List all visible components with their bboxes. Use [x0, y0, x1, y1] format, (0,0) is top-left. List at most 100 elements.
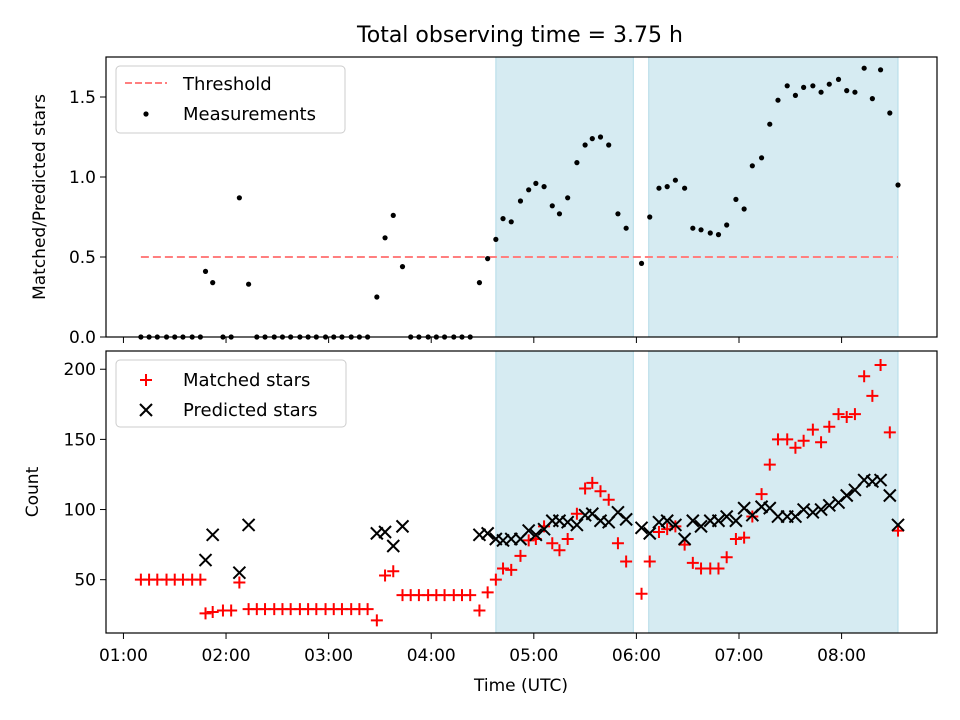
- matched-star-point: [199, 607, 212, 620]
- matched-star-point: [823, 420, 836, 433]
- predicted-star-point: [883, 488, 897, 503]
- y-tick-label: 150: [64, 430, 96, 450]
- predicted-star-point: [241, 518, 256, 532]
- predicted-star-point: [529, 528, 543, 542]
- predicted-star-point: [232, 565, 247, 580]
- measurement-point: [382, 235, 388, 241]
- measurement-point: [246, 281, 252, 287]
- bottom-legend: Matched stars Predicted stars: [115, 359, 347, 428]
- matched-star-point: [586, 476, 599, 489]
- matched-star-point: [206, 605, 219, 618]
- measurement-point: [758, 155, 765, 161]
- matched-star-point: [652, 525, 665, 538]
- matched-star-point: [620, 555, 633, 568]
- measurement-point: [210, 280, 216, 286]
- y-tick-label: 50: [74, 571, 96, 591]
- measurement-point: [374, 294, 380, 300]
- matched-star-point: [570, 507, 583, 520]
- bottom-plot-data: [134, 359, 905, 627]
- predicted-star-point: [643, 526, 657, 541]
- predicted-star-point: [619, 512, 633, 527]
- x-tick-label: 08:00: [817, 646, 866, 666]
- matched-star-point: [514, 549, 527, 562]
- measurement-point: [493, 236, 499, 242]
- measurement-point: [707, 230, 713, 236]
- measurement-point: [485, 256, 491, 262]
- matched-star-point: [832, 408, 845, 421]
- legend-threshold-label: Threshold: [182, 74, 272, 95]
- matched-star-point: [848, 408, 861, 421]
- matched-star-point: [379, 569, 392, 582]
- legend-predicted-label: Predicted stars: [183, 400, 317, 421]
- predicted-star-point: [480, 526, 495, 541]
- measurement-point: [647, 214, 653, 220]
- top-highlight-spans: [495, 56, 899, 338]
- predicted-star-point: [840, 488, 854, 503]
- measurement-point: [589, 136, 595, 142]
- predicted-star-point: [634, 521, 649, 535]
- measurement-point: [792, 92, 799, 98]
- measurement-point: [549, 203, 555, 209]
- measurement-point: [623, 225, 629, 231]
- y-tick-label: 200: [64, 360, 96, 380]
- measurement-point: [715, 232, 722, 238]
- measurement-point: [690, 225, 696, 231]
- top-legend-frame: [115, 65, 346, 134]
- measurement-point: [672, 177, 678, 183]
- matched-star-point: [489, 573, 502, 586]
- matched-star-point: [225, 604, 238, 617]
- predicted-star-point: [873, 473, 888, 487]
- bottom-legend-frame: [115, 359, 347, 428]
- legend-measurements-label: Measurements: [183, 104, 316, 125]
- measurement-point: [861, 65, 867, 71]
- highlight-span: [648, 350, 899, 634]
- matched-star-point: [815, 436, 828, 449]
- predicted-star-point: [660, 514, 674, 528]
- matched-star-point: [678, 538, 691, 551]
- highlight-span: [495, 56, 634, 338]
- predicted-star-point: [711, 514, 726, 528]
- measurement-point: [767, 121, 773, 127]
- predicted-star-point: [729, 514, 743, 528]
- x-tick-label: 03:00: [304, 646, 353, 666]
- matched-star-point: [505, 563, 518, 576]
- matched-star-point: [233, 576, 246, 589]
- matched-star-point: [553, 544, 566, 557]
- matched-star-point: [892, 524, 905, 537]
- measurement-point: [844, 88, 850, 94]
- y-tick-label: 100: [64, 501, 96, 521]
- matched-star-point: [602, 493, 615, 506]
- measurement-point: [615, 211, 621, 217]
- y-tick-label: 0.5: [69, 248, 96, 268]
- measurement-point: [582, 142, 588, 148]
- measurement-point: [508, 219, 514, 225]
- predicted-star-point: [378, 525, 392, 539]
- predicted-star-point: [386, 539, 400, 553]
- measurement-point: [826, 81, 832, 87]
- x-axis-label: Time (UTC): [473, 676, 568, 696]
- matched-star-point: [866, 389, 879, 402]
- measurement-point: [399, 264, 406, 270]
- x-tick-label: 06:00: [612, 646, 661, 666]
- y-tick-label: 1.5: [69, 88, 96, 108]
- top-y-axis-label: Matched/Predicted stars: [30, 94, 50, 300]
- matched-star-point: [840, 410, 853, 423]
- measurement-point: [749, 163, 755, 169]
- measurement-point: [476, 280, 483, 286]
- predicted-star-point: [560, 515, 575, 529]
- bottom-axes-ticks: 50 100 150 200 01:00 02:00 03:00 04:00 05:00 06:0…: [64, 360, 867, 666]
- x-tick-label: 04:00: [407, 646, 456, 666]
- matched-star-point: [643, 555, 656, 568]
- matched-star-point: [635, 587, 648, 600]
- matched-star-point: [858, 370, 871, 383]
- x-tick-label: 02:00: [202, 646, 251, 666]
- matched-star-point: [874, 359, 887, 372]
- measurement-point: [500, 216, 506, 222]
- matched-star-point: [481, 586, 494, 599]
- predicted-star-point: [570, 518, 584, 532]
- matched-star-point: [194, 573, 207, 586]
- top-panel: 0.0 0.5 1.0 1.5 Matched/Predicted stars Thr…: [30, 56, 938, 348]
- top-axes-ticks: 0.0 0.5 1.0 1.5: [69, 88, 843, 348]
- bottom-y-axis-label: Count: [23, 466, 43, 517]
- figure-title: Total observing time = 3.75 h: [356, 23, 683, 48]
